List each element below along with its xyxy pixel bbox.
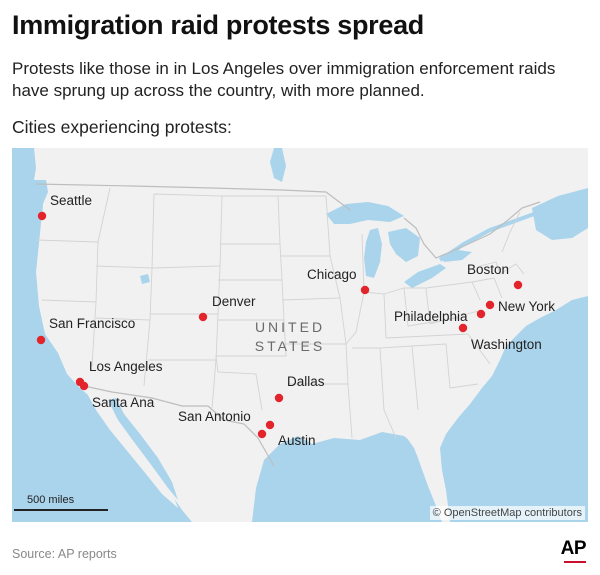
city-markers: Seattle San Francisco Los Angeles Santa … [36, 193, 555, 448]
city-label-seattle: Seattle [50, 193, 92, 208]
city-label-new-york: New York [498, 299, 555, 314]
lake-michigan [364, 228, 382, 278]
city-label-chicago: Chicago [307, 267, 357, 282]
map-heading: Cities experiencing protests: [12, 117, 232, 137]
baja-peninsula [84, 388, 178, 508]
country-label-line1: UNITED [255, 319, 325, 335]
country-label-line2: STATES [255, 338, 325, 354]
florida-peninsula [404, 426, 444, 504]
lake-ontario [440, 250, 472, 262]
map-canvas: UNITED STATES Seattle San Francisco Los … [12, 148, 588, 522]
city-marker-boston[interactable] [513, 280, 523, 290]
city-marker-austin[interactable] [265, 420, 275, 430]
city-marker-chicago[interactable] [360, 285, 370, 295]
city-label-washington: Washington [471, 337, 542, 352]
gulf-of-california [108, 398, 178, 500]
city-label-boston: Boston [467, 262, 509, 277]
city-marker-philadelphia[interactable] [476, 309, 486, 319]
city-label-los-angeles: Los Angeles [89, 359, 163, 374]
city-label-philadelphia: Philadelphia [394, 309, 468, 324]
scale-bar: 500 miles [14, 494, 108, 511]
city-marker-san-antonio[interactable] [257, 429, 267, 439]
us-mexico-border [83, 385, 275, 467]
city-marker-san-francisco[interactable] [36, 335, 46, 345]
headline: Immigration raid protests spread [12, 10, 424, 40]
subheadline: Protests like those in in Los Angeles ov… [12, 59, 556, 100]
atlantic-ocean [440, 296, 588, 522]
city-label-san-francisco: San Francisco [49, 316, 135, 331]
city-label-santa-ana: Santa Ana [92, 395, 155, 410]
scale-bar-label: 500 miles [27, 494, 75, 506]
lake-huron [388, 228, 420, 262]
pacific-ocean [12, 148, 192, 522]
city-marker-washington[interactable] [458, 323, 468, 333]
us-canada-border [35, 183, 541, 259]
source-note: Source: AP reports [12, 547, 117, 561]
lake-erie [404, 264, 446, 288]
great-salt-lake [140, 274, 150, 284]
city-marker-seattle[interactable] [37, 211, 47, 221]
map-attribution[interactable]: © OpenStreetMap contributors [429, 506, 585, 520]
lake-superior [326, 202, 404, 224]
protest-map[interactable]: UNITED STATES Seattle San Francisco Los … [12, 148, 588, 522]
city-label-denver: Denver [212, 294, 256, 309]
ap-logo-underline [564, 561, 586, 563]
gulf-of-mexico [252, 432, 442, 522]
city-label-austin: Austin [278, 433, 316, 448]
lake-winnipeg [270, 148, 286, 182]
city-marker-dallas[interactable] [274, 393, 284, 403]
city-marker-santa-ana[interactable] [79, 381, 89, 391]
city-label-dallas: Dallas [287, 374, 325, 389]
ap-logo: AP [560, 538, 587, 559]
long-island [500, 304, 524, 314]
state-borders [35, 187, 525, 439]
city-marker-new-york[interactable] [485, 300, 495, 310]
puget-sound [34, 180, 48, 220]
city-label-san-antonio: San Antonio [178, 409, 251, 424]
city-marker-denver[interactable] [198, 312, 208, 322]
gulf-of-st-lawrence [532, 188, 588, 240]
